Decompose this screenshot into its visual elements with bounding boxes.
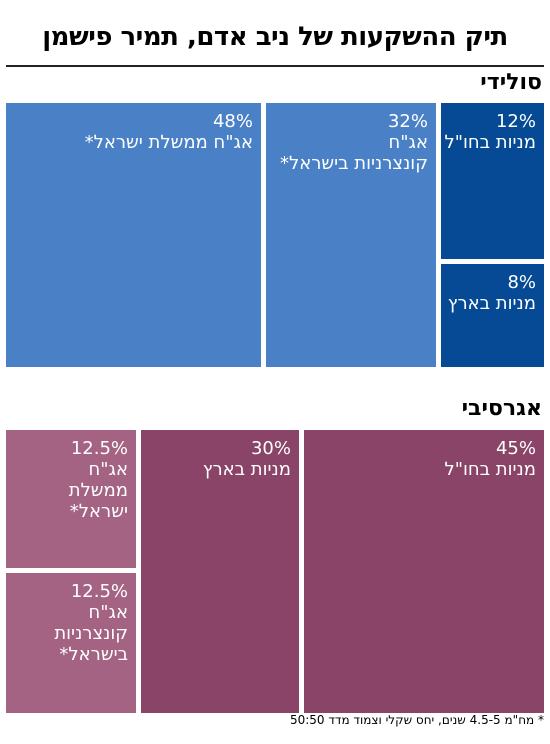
tile-percent: 32% — [387, 111, 428, 132]
solid-tile-government-bonds: 48% אג"ח ממשלת ישראל* — [6, 103, 261, 367]
tile-label: אג"ח ממשלת ישראל* — [84, 132, 253, 153]
solid-portfolio-label: סולידי — [480, 70, 542, 95]
tile-percent: 12.5% — [70, 581, 128, 602]
aggressive-tile-local-stocks: 30% מניות בארץ — [141, 430, 299, 713]
tile-percent: 12% — [495, 111, 536, 132]
title-divider — [6, 65, 544, 67]
chart-title: תיק ההשקעות של ניב אדם, תמיר פישמן — [42, 22, 508, 52]
tile-label: אג"ח קונצרניות בישראל* — [54, 602, 128, 665]
tile-label: מניות בארץ — [447, 293, 536, 314]
tile-label: מניות בחו"ל — [444, 459, 537, 480]
tile-label: אג"ח ממשלת ישראל* — [68, 459, 128, 522]
solid-tile-corporate-bonds: 32% אג"ח קונצרניות בישראל* — [266, 103, 436, 367]
solid-tile-foreign-stocks: 12% מניות בחו"ל — [441, 103, 544, 259]
aggressive-tile-government-bonds: 12.5% אג"ח ממשלת ישראל* — [6, 430, 136, 568]
solid-tile-local-stocks: 8% מניות בארץ — [441, 264, 544, 367]
aggressive-tile-corporate-bonds: 12.5% אג"ח קונצרניות בישראל* — [6, 573, 136, 713]
tile-percent: 12.5% — [70, 438, 128, 459]
aggressive-portfolio-label: אגרסיבי — [461, 396, 542, 421]
tile-label: מניות בארץ — [202, 459, 291, 480]
tile-percent: 45% — [495, 438, 536, 459]
tile-label: אג"ח קונצרניות בישראל* — [279, 132, 428, 174]
tile-percent: 48% — [212, 111, 253, 132]
tile-label: מניות בחו"ל — [444, 132, 537, 153]
footnote: * מח"מ 4.5-5 שנים, יחס שקלי וצמוד מדד 50… — [289, 713, 544, 727]
tile-percent: 30% — [250, 438, 291, 459]
tile-percent: 8% — [507, 272, 536, 293]
aggressive-tile-foreign-stocks: 45% מניות בחו"ל — [304, 430, 544, 713]
